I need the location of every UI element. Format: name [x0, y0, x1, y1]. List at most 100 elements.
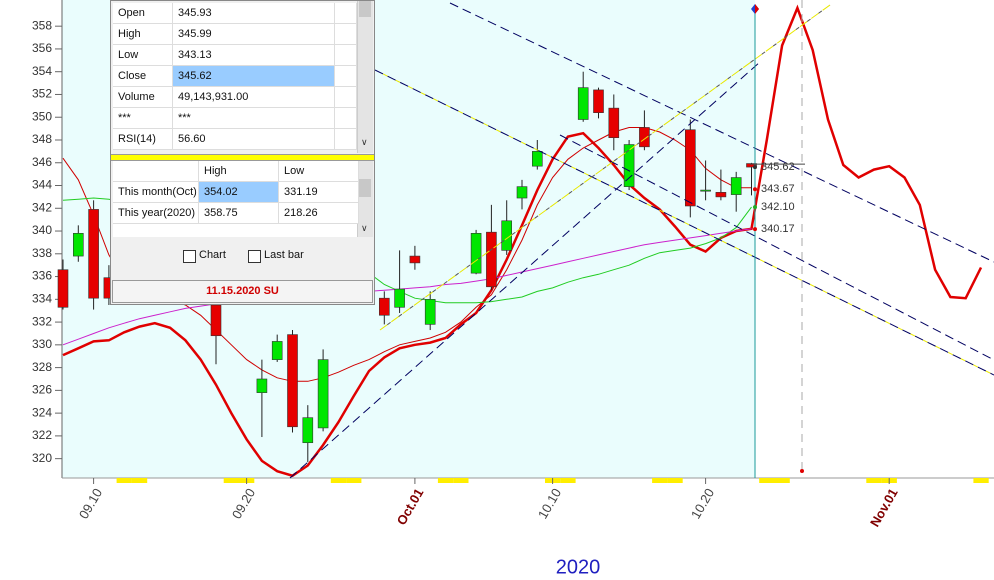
checkbox-label[interactable]: Last bar — [264, 249, 304, 261]
trendlines — [289, 2, 994, 479]
candle-body — [639, 127, 650, 148]
weekend-marker — [667, 478, 683, 483]
price-label: 342.10 — [761, 201, 795, 213]
y-tick-label: 358 — [32, 18, 52, 32]
candle-body — [608, 107, 620, 139]
price-dot — [753, 227, 757, 232]
candle-body — [516, 186, 528, 199]
info-value: 343.13 — [173, 45, 335, 66]
info-empty — [335, 24, 357, 45]
weekend-marker — [560, 478, 576, 483]
trendline — [379, 4, 831, 331]
candle-body — [730, 177, 742, 195]
info-label: RSI(14) — [113, 129, 173, 150]
candle-body — [531, 151, 543, 167]
row-header: This month(Oct) — [113, 182, 199, 203]
candle-body — [394, 288, 405, 308]
weekend-marker — [866, 478, 882, 483]
candle-body — [57, 269, 69, 308]
weekend-marker — [116, 478, 132, 483]
candle-body — [700, 189, 711, 192]
candle-body — [593, 89, 604, 113]
row-header: This year(2020) — [113, 203, 199, 224]
checkbox[interactable] — [183, 250, 196, 263]
candle-body — [501, 220, 513, 251]
info-panel: ∨ ∨ Chart Last bar 11.15.2020 SU Open 345… — [110, 0, 375, 305]
info-label: High — [113, 24, 173, 45]
candle-body — [715, 192, 727, 198]
y-tick-label: 328 — [32, 360, 52, 374]
candle-body — [409, 255, 421, 264]
info-empty — [335, 87, 357, 108]
table-cell: 218.26 — [279, 203, 359, 224]
candle-body — [424, 299, 436, 325]
weekend-marker — [774, 478, 790, 483]
y-tick-label: 326 — [32, 383, 52, 397]
y-tick-label: 336 — [32, 269, 52, 283]
info-value: 345.93 — [173, 3, 335, 24]
scrollbar[interactable]: ∨ — [357, 1, 373, 153]
info-value: 49,143,931.00 — [173, 87, 335, 108]
info-value: *** — [173, 108, 335, 129]
weekend-marker — [223, 478, 239, 483]
candle-body — [378, 297, 390, 316]
indicator-line — [62, 228, 752, 346]
candle-body — [73, 233, 84, 257]
candle-body — [302, 417, 314, 444]
y-tick-label: 342 — [32, 200, 52, 214]
checkbox-label[interactable]: Chart — [199, 249, 226, 261]
y-tick-label: 324 — [32, 405, 52, 419]
candle-body — [210, 304, 222, 337]
table-corner — [113, 161, 199, 182]
price-label: 343.67 — [761, 183, 795, 195]
x-tick-label: 09.20 — [229, 486, 258, 522]
y-tick-label: 350 — [32, 109, 52, 123]
trendline — [289, 61, 761, 479]
candle-body — [256, 378, 268, 393]
candle-body — [623, 144, 635, 187]
column-header: High — [199, 161, 279, 182]
info-value: 345.99 — [173, 24, 335, 45]
y-tick-label: 356 — [32, 41, 52, 55]
info-empty — [335, 129, 357, 150]
scrollbar[interactable]: ∨ — [357, 161, 373, 237]
trendline — [374, 69, 994, 376]
y-tick-label: 320 — [32, 451, 52, 465]
splitter[interactable] — [111, 154, 374, 161]
weekend-marker — [330, 478, 347, 483]
candle-body — [486, 231, 497, 288]
x-tick-label: Nov.01 — [867, 486, 901, 530]
x-tick-label: 10.20 — [688, 486, 717, 522]
price-label: 340.17 — [761, 223, 795, 235]
y-tick-label: 344 — [32, 178, 52, 192]
checkbox[interactable] — [248, 250, 261, 263]
trendline — [559, 134, 994, 361]
info-label: Close — [113, 66, 173, 87]
info-value: 345.62 — [173, 66, 335, 87]
price-label: 345.62 — [761, 161, 795, 173]
candle-body — [271, 341, 283, 360]
indicator-line — [62, 4, 983, 478]
weekend-marker — [453, 478, 469, 483]
table-cell: 354.02 — [199, 182, 279, 203]
info-label: Volume — [113, 87, 173, 108]
x-tick-label: 10.10 — [535, 486, 564, 522]
price-dot — [753, 205, 757, 210]
candle-body — [88, 209, 99, 299]
info-label: Open — [113, 3, 173, 24]
y-tick-label: 330 — [32, 337, 52, 351]
weekend-marker — [759, 478, 775, 483]
trendline — [449, 2, 994, 263]
y-tick-label: 352 — [32, 87, 52, 101]
info-label: *** — [113, 108, 173, 129]
weekend-marker — [131, 478, 148, 483]
y-tick-label: 322 — [32, 428, 52, 442]
y-tick-label: 340 — [32, 223, 52, 237]
info-empty — [335, 108, 357, 129]
candle-body — [684, 129, 696, 207]
price-dot — [753, 187, 757, 192]
y-tick-label: 332 — [32, 314, 52, 328]
trendline — [374, 69, 994, 376]
candle-body — [470, 233, 482, 274]
date-bar: 11.15.2020 SU — [112, 280, 373, 303]
